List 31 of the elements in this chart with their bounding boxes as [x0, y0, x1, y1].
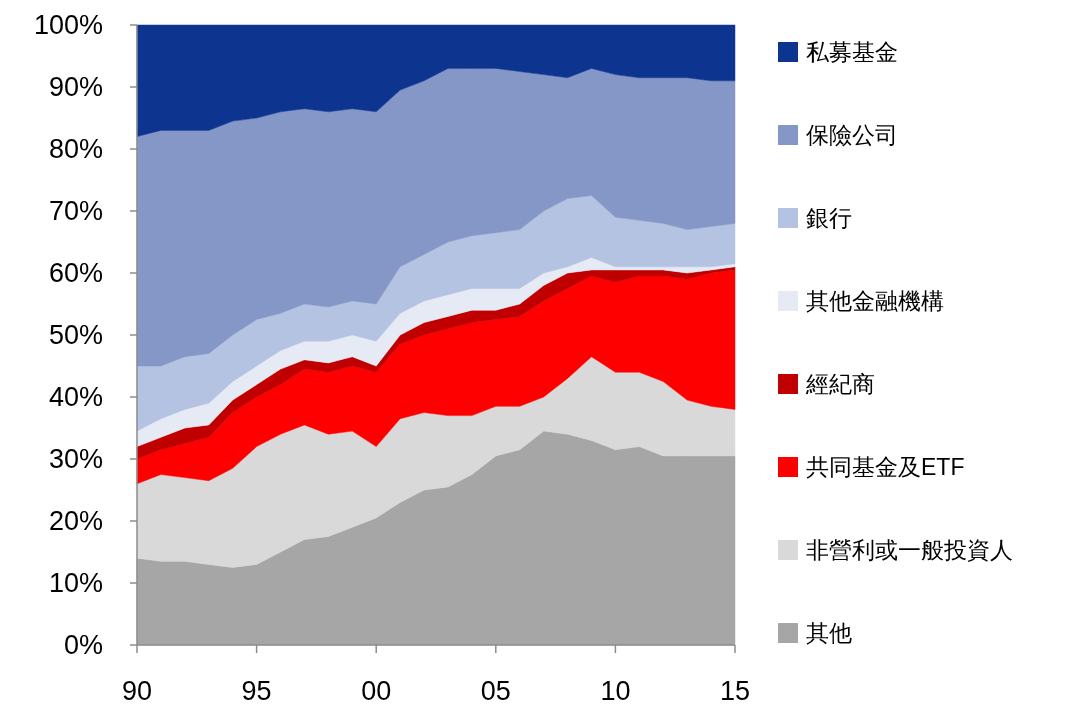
legend-label: 經紀商: [805, 371, 875, 397]
y-tick-label: 60%: [48, 258, 103, 288]
legend-label: 其他金融機構: [806, 288, 944, 314]
legend-item: 非營利或一般投資人: [778, 537, 1013, 563]
legend-label: 保險公司: [806, 122, 898, 148]
x-tick-label: 10: [600, 676, 631, 706]
x-tick-label: 90: [121, 676, 153, 706]
y-tick-label: 100%: [33, 10, 103, 40]
legend-item: 經紀商: [778, 371, 875, 397]
y-tick-label: 90%: [48, 72, 103, 102]
y-tick-label: 20%: [48, 506, 103, 536]
legend-item: 銀行: [778, 205, 852, 231]
legend-item: 私募基金: [778, 39, 898, 65]
y-tick-label: 70%: [48, 196, 103, 226]
y-tick-label: 10%: [48, 568, 103, 598]
y-tick-label: 0%: [63, 630, 103, 660]
y-tick-label: 50%: [48, 320, 103, 350]
x-tick-label: 00: [361, 676, 392, 706]
legend-label: 其他: [806, 620, 852, 646]
y-tick-label: 30%: [48, 444, 103, 474]
legend-label: 銀行: [806, 205, 852, 231]
y-tick-label: 80%: [48, 134, 103, 164]
x-tick-label: 95: [241, 676, 272, 706]
x-tick-label: 05: [480, 676, 511, 706]
legend-item: 其他: [778, 620, 852, 646]
legend-item: 保險公司: [778, 122, 898, 148]
legend-item: 其他金融機構: [778, 288, 944, 314]
legend-label: 私募基金: [806, 39, 898, 65]
y-tick-label: 40%: [48, 382, 103, 412]
x-tick-label: 15: [719, 676, 751, 706]
legend-item: 共同基金及ETF: [778, 454, 965, 480]
